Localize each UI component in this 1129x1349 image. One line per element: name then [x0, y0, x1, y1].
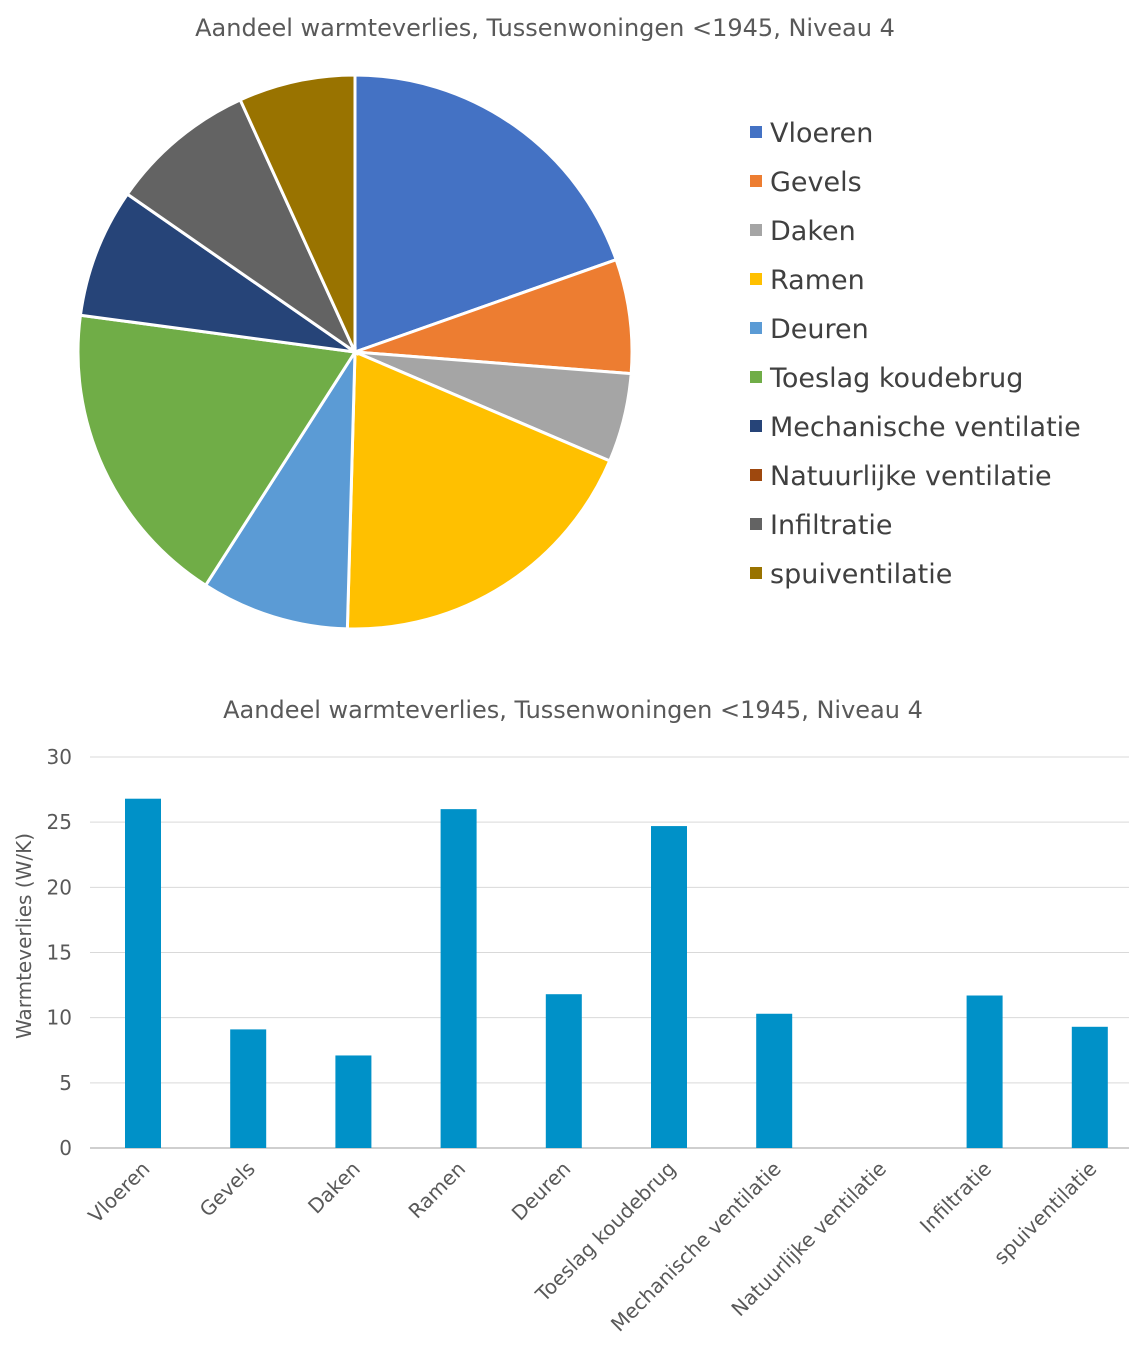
pie-slice-infiltratie: [125, 97, 359, 357]
legend-swatch-daken: [750, 224, 762, 236]
legend-label-spuiventilatie: spuiventilatie: [770, 559, 952, 590]
x-label-gevels: Gevels: [195, 1157, 260, 1222]
legend-swatch-vloeren: [750, 126, 762, 138]
legend-label-toeslag-koudebrug: Toeslag koudebrug: [769, 363, 1023, 394]
pie-slice-gevels: [354, 257, 634, 376]
y-tick-5: 5: [59, 1071, 72, 1095]
bar-ramen: [440, 809, 477, 1148]
y-tick-20: 20: [47, 875, 72, 899]
x-label-mechanische-ventilatie: Mechanische ventilatie: [606, 1157, 786, 1337]
legend-swatch-mechanische-ventilatie: [750, 420, 762, 432]
pie-chart: Aandeel warmteverlies, Tussenwoningen <1…: [76, 14, 1081, 631]
y-axis-label: Warmteverlies (W/K): [12, 833, 36, 1039]
legend-swatch-deuren: [750, 322, 762, 334]
bar-infiltratie: [966, 995, 1003, 1148]
legend-label-daken: Daken: [770, 216, 856, 247]
legend-label-mechanische-ventilatie: Mechanische ventilatie: [770, 412, 1081, 443]
y-tick-25: 25: [47, 810, 72, 834]
bar-series: [125, 798, 1108, 1148]
bar-mechanische-ventilatie: [756, 1013, 793, 1148]
bar-title: Aandeel warmteverlies, Tussenwoningen <1…: [223, 696, 923, 724]
y-tick-15: 15: [47, 941, 72, 965]
bar-chart: Aandeel warmteverlies, Tussenwoningen <1…: [12, 696, 1129, 1337]
pie-slices: [76, 73, 634, 631]
bar-gevels: [230, 1029, 267, 1148]
bar-toeslag-koudebrug: [651, 826, 687, 1148]
legend-swatch-toeslag-koudebrug: [750, 371, 762, 383]
bar-vloeren: [125, 798, 161, 1148]
legend-swatch-spuiventilatie: [750, 567, 762, 579]
pie-slice-toeslag-koudebrug: [76, 313, 358, 588]
y-tick-0: 0: [59, 1136, 72, 1160]
x-label-spuiventilatie: spuiventilatie: [989, 1157, 1101, 1269]
pie-slice-ramen: [345, 349, 612, 631]
legend-label-infiltratie: Infiltratie: [770, 510, 893, 541]
x-label-daken: Daken: [303, 1157, 365, 1219]
legend-label-gevels: Gevels: [770, 167, 862, 198]
legend-swatch-natuurlijke-ventilatie: [750, 469, 762, 481]
bar-spuiventilatie: [1071, 1026, 1108, 1148]
x-label-infiltratie: Infiltratie: [915, 1157, 996, 1238]
legend-label-deuren: Deuren: [770, 314, 869, 345]
legend-label-ramen: Ramen: [770, 265, 865, 296]
pie-slice-vloeren: [353, 73, 619, 355]
pie-slice-deuren: [203, 346, 357, 631]
y-tick-30: 30: [47, 745, 72, 769]
bar-daken: [335, 1055, 372, 1148]
x-label-ramen: Ramen: [404, 1157, 471, 1224]
legend-swatch-ramen: [750, 273, 762, 285]
legend-label-natuurlijke-ventilatie: Natuurlijke ventilatie: [770, 461, 1052, 492]
y-tick-10: 10: [47, 1006, 72, 1030]
bar-deuren: [545, 994, 582, 1148]
x-label-deuren: Deuren: [507, 1157, 576, 1226]
legend-label-vloeren: Vloeren: [770, 118, 873, 149]
pie-legend: Vloeren Gevels Daken Ramen Deuren Toeslag kou…: [750, 118, 1081, 590]
pie-slice-mechanische-ventilatie: [78, 192, 356, 354]
pie-slice-spuiventilatie: [238, 73, 357, 353]
legend-swatch-infiltratie: [750, 518, 762, 530]
x-label-vloeren: Vloeren: [83, 1157, 154, 1228]
legend-swatch-gevels: [750, 175, 762, 187]
pie-title: Aandeel warmteverlies, Tussenwoningen <1…: [195, 14, 895, 42]
y-axis-ticks: 0 5 10 15 20 25 30: [47, 745, 72, 1160]
